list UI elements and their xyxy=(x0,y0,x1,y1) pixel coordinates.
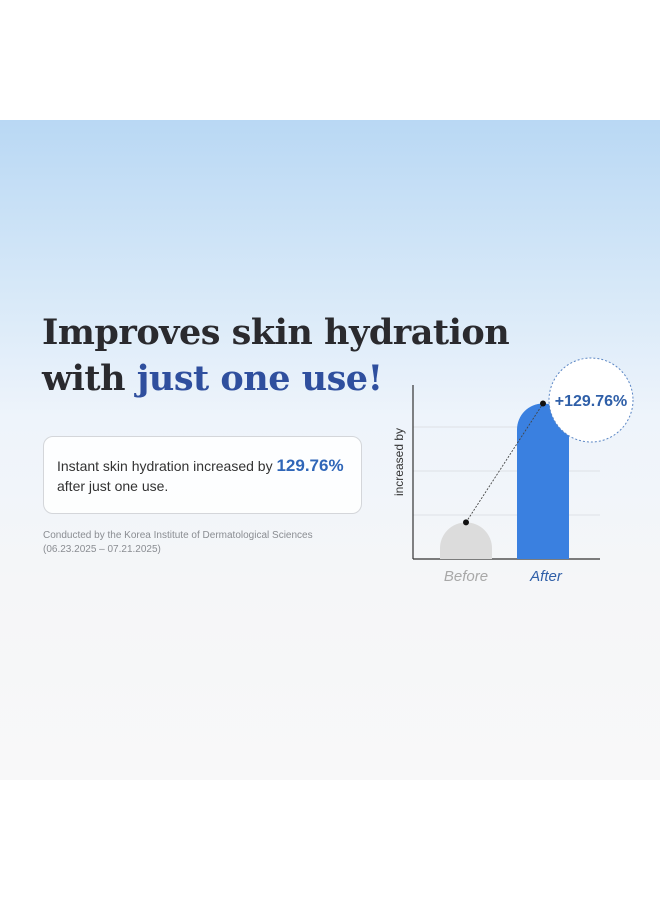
x-tick-before: Before xyxy=(444,568,488,585)
bar-after xyxy=(517,403,569,559)
result-card: Instant skin hydration increased by 129.… xyxy=(43,436,362,514)
headline-line1: Improves skin hydration xyxy=(42,312,510,353)
bar-before xyxy=(440,522,492,559)
annotation-label: +129.76% xyxy=(555,393,628,410)
card-value: 129.76% xyxy=(276,456,344,475)
x-tick-after: After xyxy=(529,568,563,585)
headline-line2: with just one use! xyxy=(42,356,509,402)
y-axis-label: increased by xyxy=(392,428,406,496)
headline-highlight: just one use! xyxy=(136,358,383,399)
note-line2: (06.23.2025 – 07.21.2025) xyxy=(43,544,161,555)
study-note: Conducted by the Korea Institute of Derm… xyxy=(43,529,313,557)
note-line1: Conducted by the Korea Institute of Derm… xyxy=(43,530,313,541)
headline: Improves skin hydration with just one us… xyxy=(42,310,510,402)
annotation-bubble xyxy=(548,357,634,443)
trend-line xyxy=(465,403,544,523)
headline-prefix: with xyxy=(42,358,137,399)
card-text2: after just one use. xyxy=(57,478,169,494)
before-point xyxy=(463,519,469,526)
after-point xyxy=(540,400,546,407)
card-text: Instant skin hydration increased by xyxy=(57,458,277,474)
